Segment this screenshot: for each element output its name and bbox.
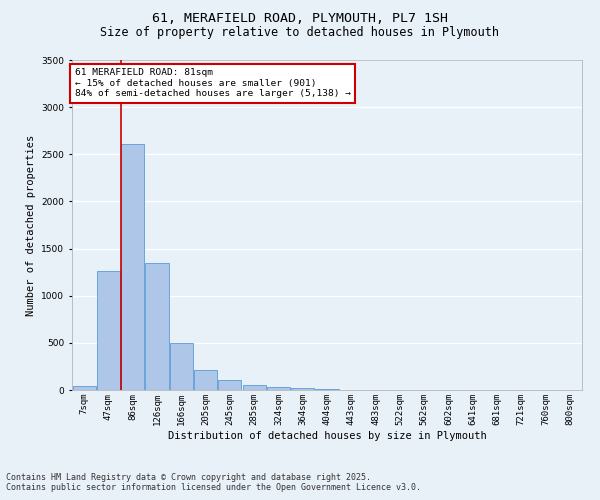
X-axis label: Distribution of detached houses by size in Plymouth: Distribution of detached houses by size … xyxy=(167,430,487,440)
Text: Contains public sector information licensed under the Open Government Licence v3: Contains public sector information licen… xyxy=(6,484,421,492)
Text: Contains HM Land Registry data © Crown copyright and database right 2025.: Contains HM Land Registry data © Crown c… xyxy=(6,474,371,482)
Bar xyxy=(316,389,338,390)
Bar xyxy=(242,385,266,390)
Bar xyxy=(97,271,120,390)
Bar xyxy=(267,387,290,390)
Text: Size of property relative to detached houses in Plymouth: Size of property relative to detached ho… xyxy=(101,26,499,39)
Bar xyxy=(170,343,193,390)
Text: 61, MERAFIELD ROAD, PLYMOUTH, PL7 1SH: 61, MERAFIELD ROAD, PLYMOUTH, PL7 1SH xyxy=(152,12,448,26)
Bar xyxy=(73,386,95,390)
Bar xyxy=(291,388,314,390)
Bar xyxy=(145,262,169,390)
Bar xyxy=(121,144,144,390)
Text: 61 MERAFIELD ROAD: 81sqm
← 15% of detached houses are smaller (901)
84% of semi-: 61 MERAFIELD ROAD: 81sqm ← 15% of detach… xyxy=(74,68,350,98)
Bar xyxy=(194,370,217,390)
Y-axis label: Number of detached properties: Number of detached properties xyxy=(26,134,36,316)
Bar xyxy=(218,380,241,390)
